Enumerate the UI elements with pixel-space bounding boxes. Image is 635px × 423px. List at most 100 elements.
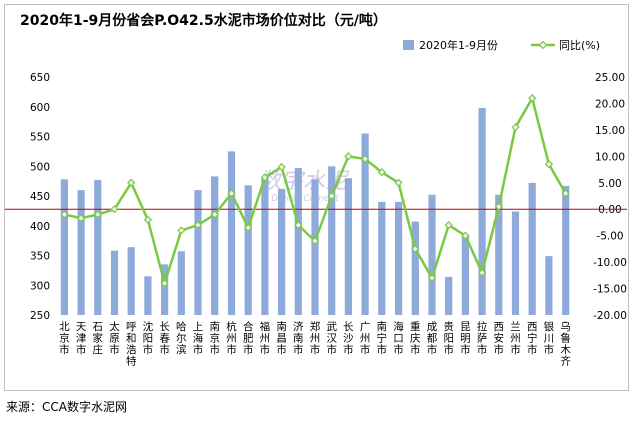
line-point <box>277 162 286 172</box>
category-label: 南宁市 <box>377 320 388 356</box>
line-point <box>310 236 320 246</box>
category-label: 西安市 <box>494 321 505 356</box>
bars-series <box>60 107 570 316</box>
category-label: 重庆市 <box>410 320 421 356</box>
line-point <box>477 268 487 277</box>
category-label: 兰州市 <box>510 320 521 356</box>
y-right-tick-label: -15.00 <box>593 284 627 296</box>
y-left-tick-label: 450 <box>30 191 50 203</box>
bar <box>361 133 369 315</box>
bar <box>545 256 553 315</box>
line-point <box>60 210 69 219</box>
bar <box>478 107 486 316</box>
category-label: 太原市 <box>109 320 120 356</box>
category-label: 武汉市 <box>326 320 337 356</box>
line-point <box>511 123 520 132</box>
bar <box>528 182 536 315</box>
line-point <box>193 220 203 230</box>
line-point <box>427 273 437 283</box>
category-label: 昆明市 <box>460 321 471 356</box>
category-label: 北京市 <box>59 321 70 356</box>
category-label: 乌鲁木齐 <box>560 320 571 368</box>
y-axis-right: -20.00 -15.00 -10.00 -5.00 0.00 5.00 10.00 15.0… <box>593 72 627 322</box>
y-left-tick-label: 350 <box>30 251 50 263</box>
bar <box>110 250 119 315</box>
category-label: 哈尔滨 <box>176 320 187 356</box>
bar <box>395 201 403 315</box>
y-right-tick-label: 15.00 <box>595 125 625 137</box>
x-axis-categories: 北京市天津市石家庄太原市呼和浩特沈阳市长春市哈尔滨上海市南京市杭州市合肥市福州市… <box>59 320 571 368</box>
line-point <box>344 152 353 161</box>
line-point <box>494 202 503 211</box>
line-point <box>294 220 303 230</box>
bar <box>60 179 68 315</box>
line-point <box>177 226 186 235</box>
category-label: 南京市 <box>209 320 220 356</box>
line-point <box>110 205 119 214</box>
bar <box>495 194 503 315</box>
y-left-tick-label: 300 <box>30 280 50 292</box>
bar <box>511 211 520 315</box>
category-label: 呼和浩特 <box>126 321 137 368</box>
y-right-tick-label: -5.00 <box>596 231 623 243</box>
category-label: 海口市 <box>393 320 404 356</box>
bar <box>344 178 352 315</box>
line-point <box>210 210 219 219</box>
bar <box>227 151 236 315</box>
line-point <box>227 189 236 198</box>
watermark-subtext: Digital Cement <box>271 194 339 204</box>
y-right-tick-label: 25.00 <box>595 72 625 84</box>
legend-bar-label: 2020年1-9月份 <box>419 38 498 52</box>
chart-title: 2020年1-9月份省会P.O42.5水泥市场价位对比（元/吨） <box>20 13 387 29</box>
bar <box>328 166 336 316</box>
line-point <box>544 160 554 169</box>
category-label: 石家庄 <box>93 321 104 356</box>
category-label: 杭州市 <box>226 320 237 356</box>
y-right-tick-label: -20.00 <box>593 310 627 322</box>
bar <box>77 190 85 315</box>
line-point <box>160 279 169 288</box>
bar <box>278 188 286 315</box>
bar <box>211 176 219 315</box>
y-left-tick-label: 500 <box>30 161 50 173</box>
category-label: 郑州市 <box>310 320 321 356</box>
category-label: 合肥市 <box>243 320 254 356</box>
legend: 2020年1-9月份 同比(%) <box>403 38 600 52</box>
y-axis-left: 250 300 350 400 450 500 550 600 650 <box>30 72 50 322</box>
line-point <box>127 178 136 187</box>
bar <box>94 179 102 315</box>
category-label: 天津市 <box>76 321 87 356</box>
line-point <box>528 94 537 103</box>
bar <box>562 185 570 315</box>
y-right-tick-label: -10.00 <box>593 257 627 269</box>
category-label: 长沙市 <box>343 321 354 356</box>
category-label: 成都市 <box>427 321 438 356</box>
bar <box>428 194 436 315</box>
bar <box>161 264 169 315</box>
line-point <box>394 178 403 187</box>
category-label: 广州市 <box>360 321 371 356</box>
line-point <box>260 173 270 182</box>
bar <box>445 276 453 315</box>
category-label: 上海市 <box>193 321 204 356</box>
legend-line-marker <box>538 40 548 50</box>
y-left-tick-label: 250 <box>30 310 50 322</box>
category-label: 济南市 <box>293 320 304 356</box>
line-point <box>377 168 386 177</box>
category-label: 银川市 <box>544 320 555 356</box>
y-right-tick-label: 5.00 <box>598 178 621 190</box>
y-left-tick-label: 550 <box>30 132 50 144</box>
line-point <box>143 215 153 224</box>
line-point <box>461 231 470 240</box>
category-label: 西宁市 <box>527 321 538 356</box>
category-label: 沈阳市 <box>143 320 154 356</box>
yoy-line-series <box>60 94 570 288</box>
bar <box>411 221 419 315</box>
bar <box>378 201 386 315</box>
line-point <box>93 210 102 219</box>
line-point <box>327 191 336 201</box>
category-label: 贵阳市 <box>443 320 454 356</box>
line-point <box>76 214 86 223</box>
line-point <box>561 189 570 198</box>
